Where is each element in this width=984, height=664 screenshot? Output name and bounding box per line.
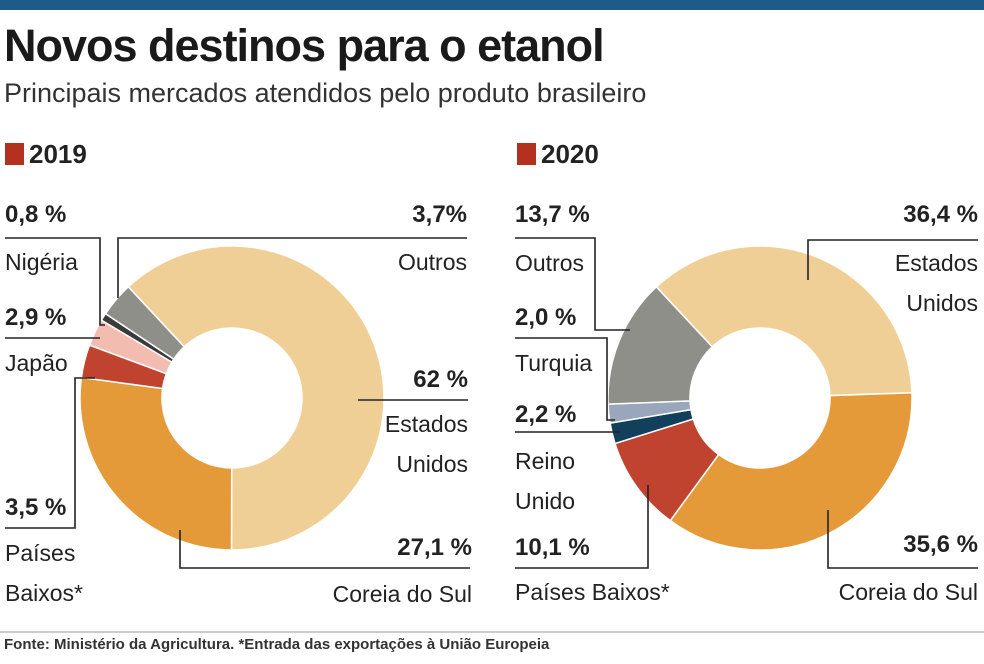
value-label: 2,2 % [515, 401, 577, 428]
category-label: Reino Unido [515, 448, 576, 514]
leader-line [827, 510, 978, 569]
source: Fonte: Ministério da Agricultura. *Entra… [4, 636, 550, 653]
donut-segment [127, 245, 385, 551]
leader-line [117, 237, 467, 298]
category-label: Países Baixos* [5, 540, 83, 606]
donut-segment [655, 245, 913, 397]
donut-segment [669, 392, 913, 551]
value-label: 3,7% [412, 201, 467, 228]
category-label: Países Baixos* [515, 579, 670, 605]
category-label: Japão [5, 350, 68, 376]
category-label: Turquia [515, 350, 593, 376]
leader-line [179, 530, 470, 569]
chart-title: 2020 [541, 139, 599, 169]
donut-segment [79, 376, 233, 551]
year-marker [5, 143, 24, 165]
category-label: Outros [515, 250, 585, 276]
value-label: 36,4 % [903, 201, 978, 228]
category-label: Nigéria [5, 249, 78, 275]
value-label: 27,1 % [397, 534, 472, 561]
donut-segment [607, 285, 714, 405]
year-marker [517, 143, 536, 165]
category-label: Coreia do Sul [838, 579, 978, 605]
category-label: Estados Unidos [894, 250, 978, 316]
leader-line [807, 239, 978, 280]
value-label: 35,6 % [903, 531, 978, 558]
value-label: 62 % [413, 366, 468, 393]
subtitle: Principais mercados atendidos pelo produ… [4, 78, 647, 108]
chart-title: 2019 [29, 139, 87, 169]
leader-line [515, 237, 630, 331]
leader-line [5, 377, 95, 529]
leader-line [515, 485, 649, 569]
leader-line [515, 337, 615, 421]
value-label: 10,1 % [515, 534, 590, 561]
category-label: Outros [397, 249, 467, 275]
donut-segment [104, 285, 186, 361]
title: Novos destinos para o etanol [4, 20, 605, 71]
category-label: Coreia do Sul [332, 581, 472, 607]
value-label: 3,5 % [5, 494, 67, 521]
value-label: 2,9 % [5, 304, 67, 331]
category-label: Estados Unidos [384, 411, 468, 477]
value-label: 0,8 % [5, 201, 67, 228]
leader-line [5, 237, 105, 326]
top-bar [0, 0, 984, 10]
value-label: 13,7 % [515, 201, 590, 228]
value-label: 2,0 % [515, 304, 577, 331]
